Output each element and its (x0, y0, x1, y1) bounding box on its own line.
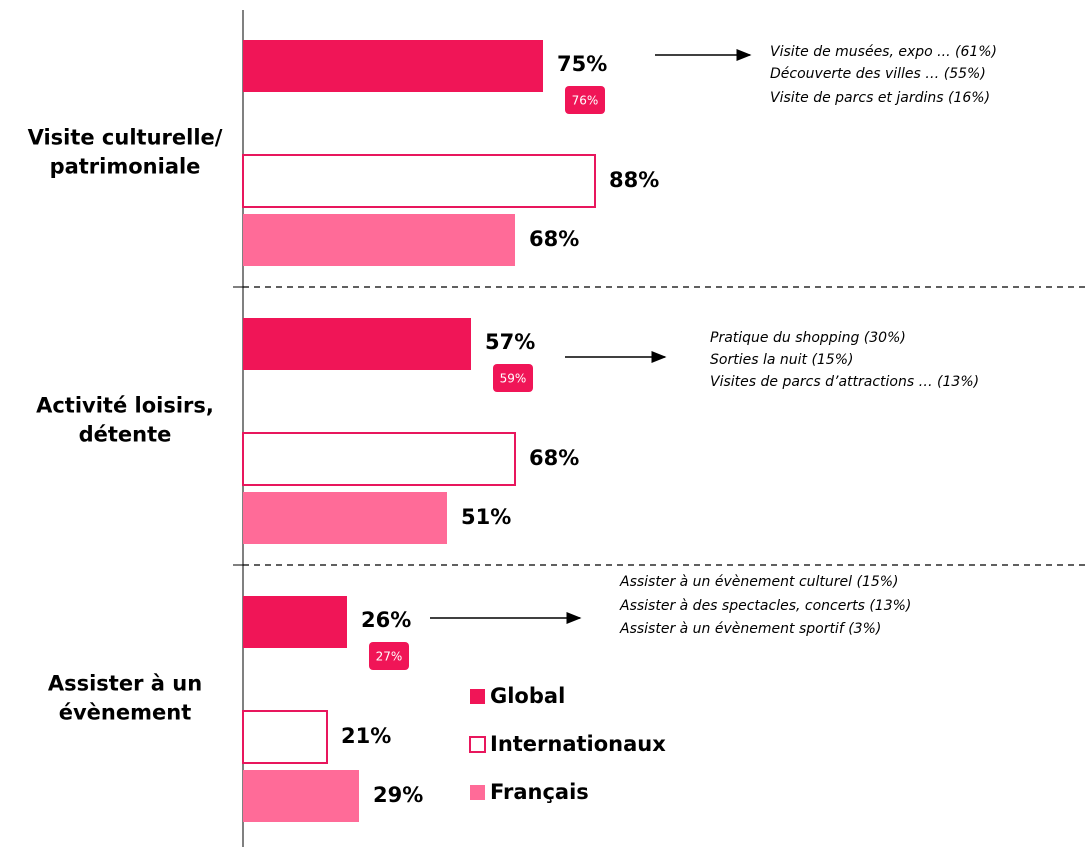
bar (243, 40, 543, 92)
value-label: 68% (529, 227, 579, 251)
value-label: 51% (461, 505, 511, 529)
badge-label: 76% (572, 94, 599, 108)
legend-swatch (469, 736, 486, 753)
bar (242, 710, 328, 764)
bar (243, 770, 359, 822)
legend-swatch (470, 689, 485, 704)
badge-label: 27% (376, 650, 403, 664)
category-label: Assister à un évènement (48, 671, 202, 724)
annotation: Découverte des villes … (55%) (770, 66, 986, 82)
annotation: Pratique du shopping (30%) (710, 330, 906, 346)
value-label: 26% (361, 608, 411, 632)
badge-label: 59% (500, 372, 527, 386)
badge (369, 642, 409, 670)
annotation: Visites de parcs d’attractions … (13%) (710, 374, 979, 390)
legend-label: Global (490, 684, 565, 708)
badge (565, 86, 605, 114)
bar (242, 154, 596, 208)
category-label: Visite culturelle/patrimoniale (28, 125, 223, 178)
value-label: 88% (609, 168, 659, 192)
value-label: 29% (373, 783, 423, 807)
category-label: Activité loisirs, détente (36, 393, 214, 446)
value-label: 68% (529, 446, 579, 470)
legend-swatch (470, 785, 485, 800)
annotation: Assister à des spectacles, concerts (13%… (619, 598, 911, 614)
badge (493, 364, 533, 392)
annotation: Assister à un évènement sportif (3%) (619, 621, 881, 637)
value-label: 75% (557, 52, 607, 76)
annotation: Visite de musées, expo ... (61%) (770, 44, 997, 60)
bar (243, 492, 447, 544)
bar (242, 432, 516, 486)
annotation: Assister à un évènement culturel (15%) (619, 574, 899, 590)
value-label: 21% (341, 724, 391, 748)
bar (243, 596, 347, 648)
bar (243, 318, 471, 370)
annotation: Visite de parcs et jardins (16%) (770, 90, 990, 106)
value-label: 57% (485, 330, 535, 354)
bar (243, 214, 515, 266)
legend-label: Français (490, 780, 589, 804)
annotation: Sorties la nuit (15%) (710, 352, 853, 368)
legend-label: Internationaux (490, 732, 666, 756)
